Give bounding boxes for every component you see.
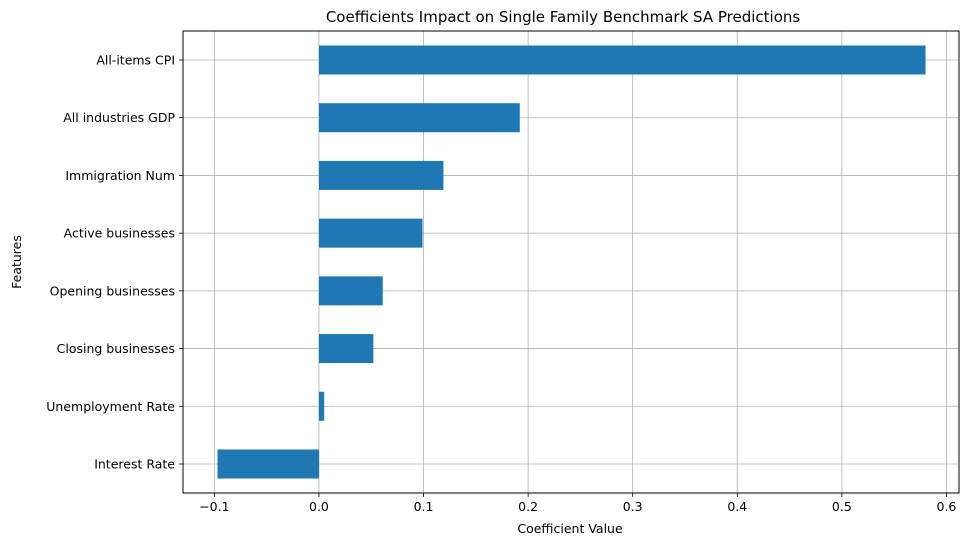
x-axis-ticks: −0.1 0.0 0.1 0.2 0.3 0.4 0.5 0.6 [199, 493, 956, 514]
bar [217, 449, 319, 479]
bar [318, 103, 520, 133]
x-tick-label: −0.1 [199, 499, 229, 514]
bars [217, 45, 926, 479]
x-tick-label: 0.5 [832, 499, 852, 514]
bar [318, 334, 374, 364]
x-tick-label: 0.6 [937, 499, 957, 514]
bar [318, 218, 423, 248]
y-tick-label: Opening businesses [50, 283, 175, 298]
y-tick-label: Interest Rate [94, 457, 175, 472]
grid [183, 31, 959, 493]
y-axis-ticks: All-items CPI All industries GDP Immigrati… [46, 53, 183, 472]
y-tick-label: All industries GDP [63, 110, 175, 125]
chart-title: Coefficients Impact on Single Family Ben… [326, 8, 801, 26]
x-tick-label: 0.3 [623, 499, 643, 514]
x-tick-label: 0.2 [518, 499, 538, 514]
plot-frame [182, 30, 960, 494]
x-tick-label: 0.0 [309, 499, 329, 514]
y-tick-label: Active businesses [64, 226, 175, 241]
bar [318, 45, 926, 75]
y-axis-title: Features [9, 235, 24, 289]
x-tick-label: 0.1 [414, 499, 434, 514]
y-tick-label: All-items CPI [96, 53, 175, 68]
y-tick-label: Closing businesses [57, 341, 175, 356]
bar [318, 276, 383, 306]
x-tick-label: 0.4 [727, 499, 747, 514]
bar [318, 391, 325, 421]
y-tick-label: Unemployment Rate [46, 399, 175, 414]
x-axis-title: Coefficient Value [517, 521, 623, 536]
bar [318, 160, 444, 190]
y-tick-label: Immigration Num [65, 168, 175, 183]
